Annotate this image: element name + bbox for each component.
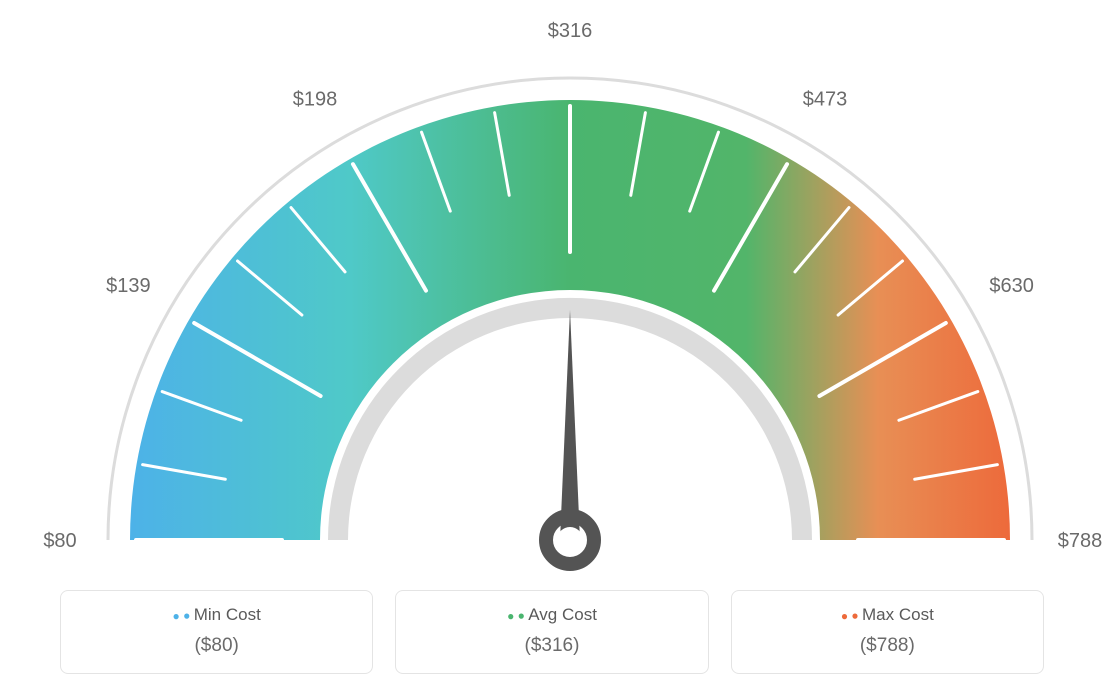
svg-text:$630: $630 xyxy=(989,275,1034,297)
legend-card-avg: ● Avg Cost ($316) xyxy=(395,590,708,674)
legend-label-min: ● Min Cost xyxy=(71,605,362,625)
svg-text:$316: $316 xyxy=(548,20,593,42)
cost-gauge-container: $80 $139 $198 $316 $473 $630 $788 ● Min Cost (… xyxy=(0,0,1104,690)
svg-text:$198: $198 xyxy=(293,88,338,110)
gauge-chart: $80 $139 $198 $316 $473 $630 $788 xyxy=(30,20,1104,580)
svg-text:$80: $80 xyxy=(43,530,76,552)
legend-label-avg: ● Avg Cost xyxy=(406,605,697,625)
legend-label-max: ● Max Cost xyxy=(742,605,1033,625)
legend-value-avg: ($316) xyxy=(406,635,697,657)
svg-text:$788: $788 xyxy=(1058,530,1103,552)
legend-value-max: ($788) xyxy=(742,635,1033,657)
svg-text:$473: $473 xyxy=(803,88,848,110)
gauge-area: $80$139$198$316$473$630$788 xyxy=(30,20,1074,580)
legend-card-max: ● Max Cost ($788) xyxy=(731,590,1044,674)
legend-row: ● Min Cost ($80) ● Avg Cost ($316) ● Max… xyxy=(30,590,1074,674)
legend-value-min: ($80) xyxy=(71,635,362,657)
svg-text:$139: $139 xyxy=(106,275,151,297)
legend-card-min: ● Min Cost ($80) xyxy=(60,590,373,674)
